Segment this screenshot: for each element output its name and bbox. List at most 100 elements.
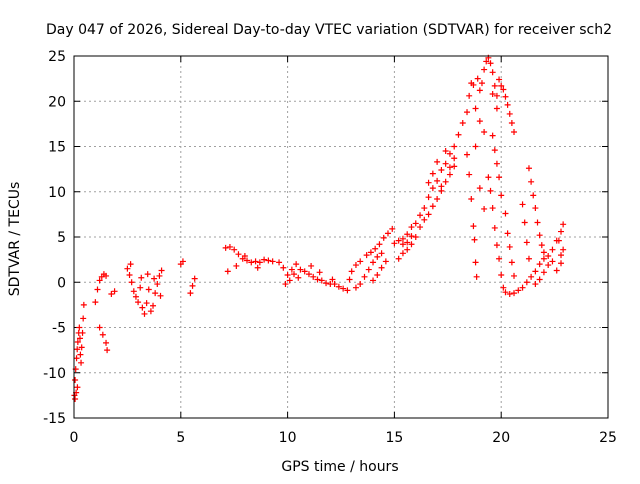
data-point xyxy=(434,195,441,202)
data-point xyxy=(158,267,165,274)
data-point xyxy=(532,281,539,288)
data-point xyxy=(498,192,505,199)
data-point xyxy=(455,131,462,138)
data-point xyxy=(412,220,419,227)
data-point xyxy=(143,300,150,307)
data-point xyxy=(481,129,488,136)
data-point xyxy=(481,205,488,212)
data-point xyxy=(446,164,453,171)
data-point xyxy=(451,163,458,170)
y-tick-label: 10 xyxy=(48,185,66,201)
data-point xyxy=(558,252,565,259)
data-point xyxy=(536,232,543,239)
data-point xyxy=(139,304,146,311)
data-point xyxy=(72,395,79,402)
data-point xyxy=(491,147,498,154)
data-point xyxy=(108,291,115,298)
data-point xyxy=(132,293,139,300)
data-point xyxy=(265,257,272,264)
data-point xyxy=(489,205,496,212)
data-point xyxy=(96,324,103,331)
data-point xyxy=(367,249,374,256)
data-point xyxy=(331,281,338,288)
x-tick-label: 15 xyxy=(385,430,403,446)
data-point xyxy=(261,256,268,263)
data-point xyxy=(493,160,500,167)
data-point xyxy=(72,376,79,383)
data-point xyxy=(157,292,164,299)
data-point xyxy=(363,252,370,259)
data-point xyxy=(357,258,364,265)
data-point xyxy=(78,344,85,351)
data-point xyxy=(478,80,485,87)
data-point xyxy=(282,281,289,288)
data-point xyxy=(434,177,441,184)
data-point xyxy=(521,219,528,226)
data-point xyxy=(473,273,480,280)
data-point xyxy=(231,246,238,253)
data-point xyxy=(530,192,537,199)
data-point xyxy=(323,280,330,287)
data-point xyxy=(310,273,317,280)
data-point xyxy=(466,92,473,99)
data-point xyxy=(191,275,198,282)
data-point xyxy=(224,268,231,275)
data-point xyxy=(395,237,402,244)
y-tick-label: 0 xyxy=(57,275,66,291)
y-tick-label: 5 xyxy=(57,230,66,246)
data-point xyxy=(352,262,359,269)
data-point xyxy=(404,231,411,238)
data-point xyxy=(318,277,325,284)
data-point xyxy=(103,339,110,346)
data-point xyxy=(553,267,560,274)
data-point xyxy=(493,242,500,249)
data-point xyxy=(293,261,300,268)
data-point xyxy=(525,165,532,172)
data-point xyxy=(291,271,298,278)
data-point xyxy=(235,251,242,258)
data-point xyxy=(425,194,432,201)
x-tick-label: 25 xyxy=(599,430,617,446)
data-point xyxy=(502,289,509,296)
data-point xyxy=(540,249,547,256)
data-point xyxy=(470,81,477,88)
data-point xyxy=(187,290,194,297)
data-point xyxy=(111,288,118,295)
data-point xyxy=(442,148,449,155)
data-point xyxy=(502,210,509,217)
data-point xyxy=(532,205,539,212)
tick-labels: 0 5 10 15 20 25 -15 -10 -5 0 5 10 15 20 25 xyxy=(43,49,617,446)
data-point xyxy=(380,234,387,241)
data-point xyxy=(276,259,283,266)
data-point xyxy=(340,285,347,292)
data-point xyxy=(438,183,445,190)
data-point xyxy=(78,359,85,366)
data-point xyxy=(244,257,251,264)
data-point xyxy=(446,171,453,178)
data-point xyxy=(284,272,291,279)
data-point xyxy=(399,235,406,242)
data-point xyxy=(357,281,364,288)
data-point xyxy=(288,266,295,273)
data-point xyxy=(391,240,398,247)
data-point xyxy=(489,132,496,139)
data-point xyxy=(96,277,103,284)
data-point xyxy=(138,274,145,281)
data-point xyxy=(506,110,513,117)
data-point xyxy=(297,266,304,273)
data-point xyxy=(464,151,471,158)
data-point xyxy=(536,261,543,268)
data-point xyxy=(399,250,406,257)
data-point xyxy=(280,264,287,271)
data-point xyxy=(474,75,481,82)
data-point xyxy=(346,276,353,283)
data-point xyxy=(523,239,530,246)
data-point xyxy=(496,255,503,262)
data-point xyxy=(378,250,385,257)
data-point xyxy=(476,118,483,125)
x-tick-label: 20 xyxy=(492,430,510,446)
data-point xyxy=(528,273,535,280)
data-point xyxy=(348,268,355,275)
data-point xyxy=(417,224,424,231)
data-point xyxy=(498,82,505,89)
